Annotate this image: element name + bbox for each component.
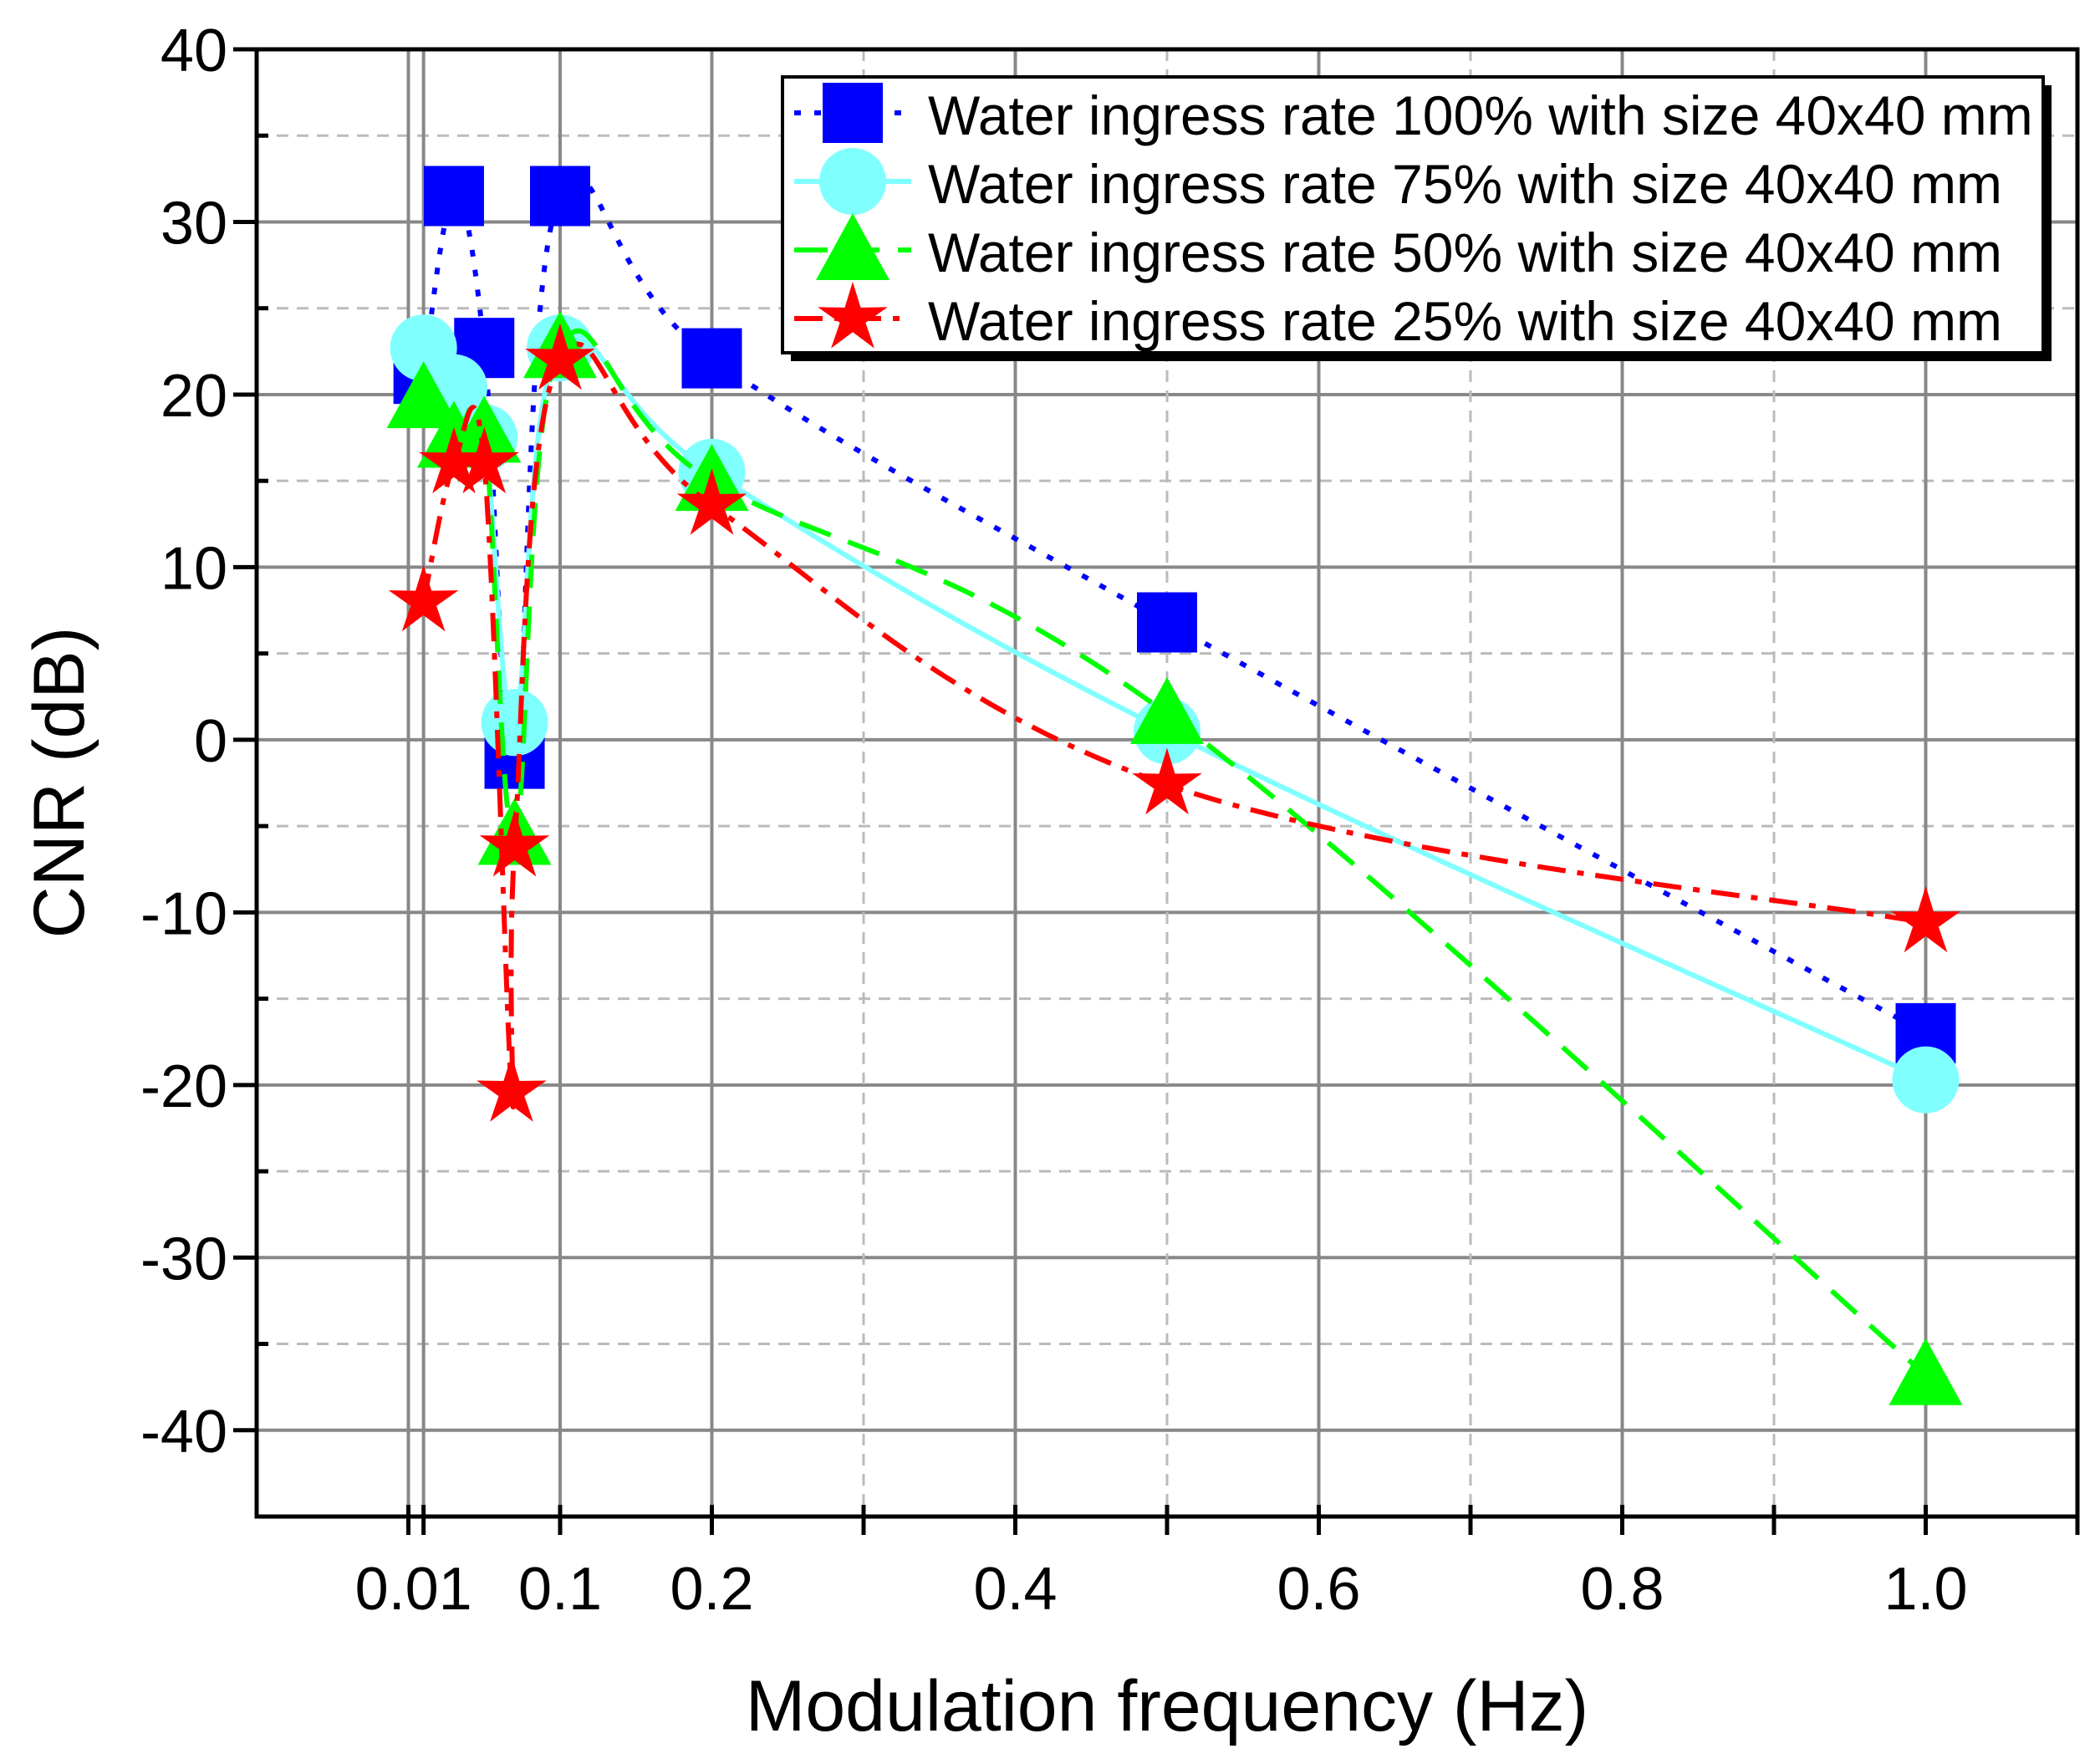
data-point-star bbox=[1890, 885, 1961, 953]
data-point-circle bbox=[1892, 1046, 1960, 1114]
y-tick-label: -40 bbox=[140, 1399, 227, 1466]
series-2 bbox=[386, 311, 1963, 1405]
x-tick-label: 0.4 bbox=[973, 1556, 1057, 1623]
data-point-star bbox=[388, 564, 459, 632]
series-line bbox=[421, 328, 1928, 1377]
data-point-star bbox=[525, 323, 595, 390]
x-tick-label: 0.1 bbox=[518, 1556, 602, 1623]
data-point-star bbox=[676, 468, 747, 535]
legend-marker-triangle bbox=[816, 213, 889, 280]
legend-marker-star bbox=[818, 282, 888, 349]
ticks: 40 30 20 10 0 -10 -20 -30 -40 0.01 0.1 0.2 0.4 0.6 0.8… bbox=[140, 18, 2080, 1623]
y-tick-label: 10 bbox=[161, 535, 227, 602]
data-point-star bbox=[477, 1055, 547, 1122]
legend-entry: Water ingress rate 100% with size 40x40 … bbox=[928, 84, 2033, 146]
y-tick-label: 30 bbox=[161, 190, 227, 257]
data-point-triangle bbox=[1889, 1338, 1963, 1405]
x-tick-label: 0.01 bbox=[355, 1556, 472, 1623]
x-tick-label: 0.8 bbox=[1580, 1556, 1664, 1623]
data-point-star bbox=[449, 426, 520, 494]
series-3 bbox=[388, 323, 1961, 1122]
legend-marker-circle bbox=[819, 148, 886, 215]
legend-entry: Water ingress rate 25% with size 40x40 m… bbox=[928, 290, 2002, 352]
data-point-triangle bbox=[1130, 676, 1204, 744]
y-axis-label: CNR (dB) bbox=[19, 627, 99, 939]
data-point-star bbox=[1132, 747, 1202, 815]
legend-entry: Water ingress rate 50% with size 40x40 m… bbox=[928, 222, 2002, 283]
x-tick-label: 0.6 bbox=[1277, 1556, 1360, 1623]
data-point-circle bbox=[481, 689, 548, 757]
data-point-square bbox=[530, 166, 590, 227]
data-point-triangle bbox=[386, 361, 461, 429]
data-point-square bbox=[681, 328, 742, 389]
y-tick-label: 20 bbox=[161, 363, 227, 430]
legend-box bbox=[781, 75, 2045, 354]
y-tick-label: 0 bbox=[194, 708, 227, 775]
x-tick-label: 1.0 bbox=[1883, 1556, 1967, 1623]
data-point-square bbox=[423, 166, 484, 227]
x-tick-label: 0.2 bbox=[670, 1556, 753, 1623]
y-tick-label: 40 bbox=[161, 18, 227, 84]
y-tick-label: -30 bbox=[140, 1226, 227, 1292]
y-tick-label: -20 bbox=[140, 1053, 227, 1120]
legend-entry: Water ingress rate 75% with size 40x40 m… bbox=[928, 153, 2002, 215]
data-point-star bbox=[419, 426, 489, 494]
legend-marker-square bbox=[823, 83, 883, 143]
legend: Water ingress rate 100% with size 40x40 … bbox=[781, 75, 2052, 361]
series-layer bbox=[386, 166, 1963, 1405]
data-point-square bbox=[1137, 592, 1197, 653]
data-point-star bbox=[479, 809, 550, 877]
y-tick-label: -10 bbox=[140, 880, 227, 947]
x-axis-label: Modulation frequency (Hz) bbox=[746, 1666, 1589, 1746]
